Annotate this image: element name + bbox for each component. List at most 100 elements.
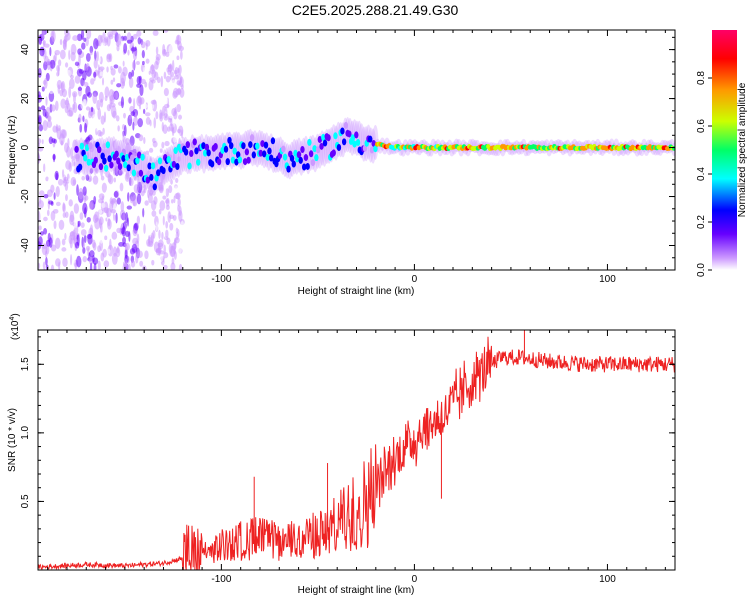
spectrogram-noise-cell xyxy=(137,250,143,258)
spectrogram-noise-cell xyxy=(38,262,41,269)
spectrogram-noise-cell xyxy=(47,115,52,122)
spectrogram-halo-cell xyxy=(254,132,261,168)
spectrogram-trace-cell xyxy=(206,149,211,157)
spectrogram-noise-cell xyxy=(149,156,152,162)
spectrogram-noise-cell xyxy=(79,123,83,133)
snr-marks xyxy=(38,330,675,570)
spectrogram-noise-cell xyxy=(124,230,130,238)
spectrogram-noise-cell xyxy=(53,220,57,230)
spectrogram-noise-cell xyxy=(129,115,133,120)
spectrogram-noise-cell xyxy=(62,38,67,50)
spectrogram-noise-cell xyxy=(92,93,98,105)
spectrogram-trace-cell xyxy=(331,149,336,157)
spectrogram-noise-cell xyxy=(82,241,86,249)
spectrogram-noise-cell xyxy=(85,85,91,97)
spectrogram-noise-cell xyxy=(89,168,94,174)
spectrogram-trace-cell xyxy=(194,147,199,155)
spectrogram-noise-cell xyxy=(119,182,124,192)
spectrogram-noise-cell xyxy=(43,194,49,199)
spectrogram-noise-cell xyxy=(150,63,155,72)
spectrogram-noise-cell xyxy=(157,140,162,147)
spectrogram-trace-cell xyxy=(248,141,253,149)
spectrogram-noise-cell xyxy=(84,122,88,133)
spectrogram-noise-cell xyxy=(170,262,176,270)
spectrogram-noise-cell xyxy=(113,92,119,99)
spectrogram-noise-cell xyxy=(132,121,135,131)
spectrogram-noise-cell xyxy=(48,200,54,205)
spectrogram-noise-cell xyxy=(104,235,108,241)
spectrogram-noise-cell xyxy=(117,169,123,176)
spectrogram-trace-cell xyxy=(246,156,251,164)
spectrogram-noise-cell xyxy=(85,106,91,111)
spectrogram-trace-cell xyxy=(303,154,309,162)
spectrogram-noise-cell xyxy=(149,132,154,139)
spectrogram-noise-cell xyxy=(53,192,56,200)
spectrogram-noise-cell xyxy=(54,49,61,56)
spectrogram-noise-cell xyxy=(83,98,88,109)
spectrogram-trace-cell xyxy=(249,134,255,142)
snr-y-tick-label: 0.5 xyxy=(20,494,31,508)
spectrogram-noise-cell xyxy=(143,137,146,144)
spectrogram-trace-cell xyxy=(114,150,119,158)
spectrogram-trace-cell xyxy=(98,163,104,171)
spectrogram-noise-cell xyxy=(56,71,60,77)
spectrogram-trace-cell xyxy=(373,145,378,153)
spectrogram-trace-cell xyxy=(84,144,90,152)
spectrogram-noise-cell xyxy=(116,33,122,46)
spectrogram-trace-cell xyxy=(244,148,250,156)
spectrogram-noise-cell xyxy=(128,77,134,89)
spectrogram-noise-cell xyxy=(60,98,66,109)
spectrogram-noise-cell xyxy=(159,200,166,211)
spectrogram-noise-cell xyxy=(116,227,122,234)
snr-series-line xyxy=(38,336,675,570)
spectrogram-noise-cell xyxy=(90,78,95,85)
spectrogram-noise-cell xyxy=(81,175,86,181)
spectrogram-noise-cell xyxy=(64,142,69,153)
spectrogram-y-label: Frequency (Hz) xyxy=(7,116,18,185)
spectrogram-noise-cell xyxy=(154,60,159,70)
spectrogram-trace-cell xyxy=(234,158,239,166)
spectrogram-noise-cell xyxy=(123,42,128,54)
spectrogram-noise-cell xyxy=(161,141,165,149)
spectrogram-noise-cell xyxy=(85,52,91,62)
spectrogram-trace-cell xyxy=(305,162,310,170)
snr-x-tick-label: -100 xyxy=(211,574,231,585)
spectrogram-noise-cell xyxy=(94,168,99,174)
colorbar-tick-label: 0.2 xyxy=(696,215,707,229)
spectrogram-noise-cell xyxy=(123,35,128,41)
spectrogram-noise-cell xyxy=(107,248,111,255)
spectrogram-noise-cell xyxy=(77,220,81,227)
spectrogram-noise-cell xyxy=(46,120,53,129)
spectrogram-noise-cell xyxy=(142,103,148,109)
spectrogram-noise-cell xyxy=(42,261,46,270)
spectrogram-noise-cell xyxy=(138,134,144,142)
spectrogram-noise-cell xyxy=(117,66,122,74)
spectrogram-noise-cell xyxy=(88,201,93,210)
spectrogram-noise-cell xyxy=(158,88,162,98)
spectrogram-noise-cell xyxy=(85,174,90,181)
snr-panel: -100 0 100 0.5 1.0 1.5 Height of straight lin… xyxy=(7,313,676,596)
spectrogram-noise-cell xyxy=(153,117,156,129)
spectrogram-noise-cell xyxy=(161,121,164,132)
spectrogram-trace-cell xyxy=(267,147,272,155)
spectrogram-noise-cell xyxy=(142,66,146,77)
spectrogram-noise-cell xyxy=(130,260,136,268)
spectrogram-noise-cell xyxy=(103,260,110,268)
spectrogram-noise-cell xyxy=(152,30,159,36)
spectrogram-noise-cell xyxy=(105,189,109,202)
spectrogram-noise-cell xyxy=(169,201,172,208)
spectrogram-noise-cell xyxy=(79,212,84,220)
spectrogram-noise-cell xyxy=(144,112,151,117)
spectrogram-trace-cell xyxy=(86,158,91,166)
spectrogram-noise-cell xyxy=(93,38,99,50)
spectrogram-noise-cell xyxy=(171,32,176,40)
spectrogram-noise-cell xyxy=(82,202,88,215)
spectrogram-noise-cell xyxy=(110,208,117,214)
spectrogram-halo-cell xyxy=(245,129,252,165)
spectrogram-noise-cell xyxy=(64,232,67,241)
snr-y-scale-exponent: 4 xyxy=(9,317,16,321)
spectrogram-noise-cell xyxy=(164,186,167,199)
spectrogram-noise-cell xyxy=(167,64,172,70)
spectrogram-trace-cell xyxy=(123,161,128,169)
spectrogram-noise-cell xyxy=(115,212,118,224)
